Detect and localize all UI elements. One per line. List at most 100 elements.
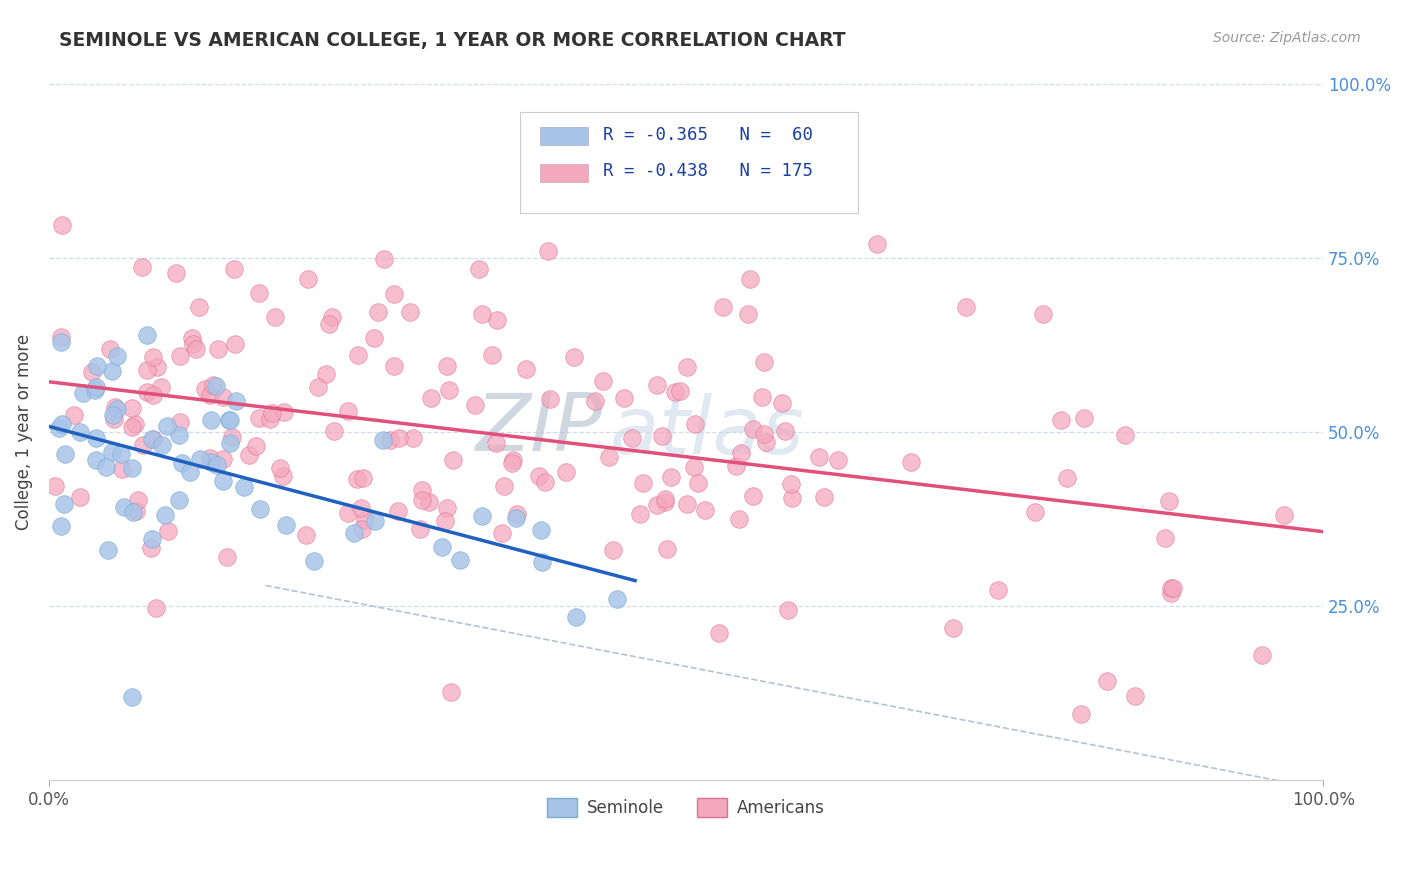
- Point: [409, 522, 432, 536]
- Point: [225, 393, 247, 408]
- Point: [1056, 471, 1078, 485]
- Point: [1095, 673, 1118, 688]
- Point: [669, 384, 692, 398]
- Point: [676, 496, 699, 510]
- Point: [755, 435, 778, 450]
- Text: R = -0.365   N =  60: R = -0.365 N = 60: [603, 126, 813, 144]
- Point: [315, 368, 337, 382]
- Point: [1024, 505, 1046, 519]
- Point: [738, 272, 761, 286]
- Point: [336, 403, 359, 417]
- Point: [69, 491, 91, 505]
- Point: [436, 359, 458, 373]
- Point: [606, 591, 628, 606]
- Point: [373, 252, 395, 266]
- Point: [321, 310, 343, 324]
- Point: [259, 412, 281, 426]
- Point: [352, 470, 374, 484]
- Point: [346, 348, 368, 362]
- Point: [181, 336, 204, 351]
- Point: [297, 272, 319, 286]
- Point: [628, 507, 651, 521]
- Point: [84, 380, 107, 394]
- Point: [522, 182, 544, 196]
- Point: [432, 540, 454, 554]
- Point: [827, 453, 849, 467]
- Point: [1073, 411, 1095, 425]
- Point: [1049, 413, 1071, 427]
- Point: [486, 313, 509, 327]
- Point: [201, 378, 224, 392]
- Point: [141, 433, 163, 447]
- Point: [269, 460, 291, 475]
- Point: [224, 262, 246, 277]
- Point: [142, 432, 165, 446]
- Point: [1161, 581, 1184, 595]
- Point: [725, 458, 748, 473]
- Text: ZIP: ZIP: [475, 390, 603, 468]
- Point: [101, 364, 124, 378]
- Point: [247, 285, 270, 300]
- Point: [307, 380, 329, 394]
- Point: [468, 262, 491, 277]
- Point: [127, 493, 149, 508]
- Point: [439, 383, 461, 397]
- Point: [48, 421, 70, 435]
- Point: [502, 452, 524, 467]
- Point: [675, 360, 697, 375]
- Point: [82, 365, 104, 379]
- Point: [169, 415, 191, 429]
- Point: [1123, 689, 1146, 703]
- Point: [779, 476, 801, 491]
- Point: [807, 450, 830, 464]
- Point: [145, 359, 167, 374]
- Point: [97, 543, 120, 558]
- Point: [212, 390, 235, 404]
- Point: [515, 362, 537, 376]
- Point: [742, 489, 765, 503]
- Text: SEMINOLE VS AMERICAN COLLEGE, 1 YEAR OR MORE CORRELATION CHART: SEMINOLE VS AMERICAN COLLEGE, 1 YEAR OR …: [59, 31, 845, 50]
- Point: [72, 385, 94, 400]
- Point: [440, 684, 463, 698]
- Point: [131, 260, 153, 274]
- Point: [686, 475, 709, 490]
- Point: [419, 391, 441, 405]
- Point: [264, 310, 287, 325]
- Point: [84, 383, 107, 397]
- Point: [249, 501, 271, 516]
- Point: [754, 427, 776, 442]
- Point: [84, 452, 107, 467]
- Point: [114, 500, 136, 515]
- Point: [1114, 427, 1136, 442]
- Point: [1157, 494, 1180, 508]
- Point: [180, 331, 202, 345]
- Point: [434, 514, 457, 528]
- Point: [219, 413, 242, 427]
- Point: [411, 483, 433, 497]
- Point: [585, 393, 607, 408]
- Point: [276, 518, 298, 533]
- Point: [104, 400, 127, 414]
- Point: [141, 532, 163, 546]
- Point: [602, 542, 624, 557]
- Text: atlas: atlas: [610, 393, 804, 471]
- Point: [682, 460, 704, 475]
- Point: [382, 359, 405, 374]
- Point: [485, 435, 508, 450]
- Point: [336, 506, 359, 520]
- Point: [100, 445, 122, 459]
- Point: [200, 413, 222, 427]
- Point: [188, 452, 211, 467]
- Text: Source: ZipAtlas.com: Source: ZipAtlas.com: [1213, 31, 1361, 45]
- Point: [200, 455, 222, 469]
- Point: [103, 411, 125, 425]
- Point: [613, 391, 636, 405]
- Point: [273, 405, 295, 419]
- Point: [121, 419, 143, 434]
- Point: [49, 330, 72, 344]
- Point: [491, 526, 513, 541]
- Point: [98, 342, 121, 356]
- Point: [751, 390, 773, 404]
- Point: [555, 465, 578, 479]
- Point: [343, 526, 366, 541]
